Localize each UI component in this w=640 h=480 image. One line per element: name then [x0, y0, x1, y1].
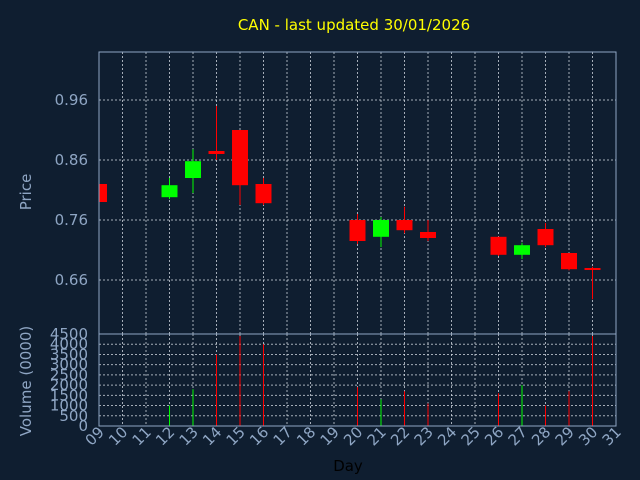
candle-body [396, 220, 413, 231]
price-axis-title: Price [17, 174, 35, 211]
volume-tick-label: 2500 [50, 366, 88, 384]
price-tick-label: 0.76 [55, 211, 88, 229]
x-tick-label: 23 [411, 423, 437, 449]
candle-body [537, 229, 554, 246]
volume-tick-label: 3000 [50, 356, 88, 374]
candle-body [514, 245, 530, 255]
x-tick-label: 17 [270, 423, 296, 449]
x-tick-label: 31 [599, 423, 625, 449]
volume-bars [169, 336, 593, 426]
x-tick-label: 20 [340, 423, 366, 449]
x-tick-label: 24 [434, 423, 460, 449]
x-tick-label: 25 [458, 423, 484, 449]
candle-body [232, 130, 248, 186]
x-tick-label: 27 [505, 423, 531, 449]
x-tick-label: 22 [387, 423, 413, 449]
candle-body [208, 151, 225, 154]
price-tick-label: 0.66 [55, 271, 88, 289]
price-tick-label: 0.96 [55, 91, 88, 109]
x-tick-label: 28 [528, 423, 554, 449]
price-tick-label: 0.86 [55, 151, 88, 169]
x-tick-label: 30 [575, 423, 601, 449]
x-tick-label: 13 [176, 423, 202, 449]
x-tick-label: 11 [129, 423, 155, 449]
x-tick-label: 26 [481, 423, 507, 449]
volume-tick-label: 0 [78, 417, 88, 435]
volume-frame [98, 333, 617, 427]
candle-body [561, 253, 577, 270]
volume-axis-title: Volume (0000) [17, 326, 35, 436]
volume-tick-label: 1500 [50, 386, 88, 404]
x-tick-label: 19 [317, 423, 343, 449]
volume-tick-label: 500 [59, 407, 88, 425]
candle-body [584, 268, 601, 270]
x-tick-label: 21 [364, 423, 390, 449]
candle-body [255, 184, 272, 204]
candle-body [349, 220, 366, 241]
x-tick-label: 18 [293, 423, 319, 449]
volume-tick-label: 1000 [50, 397, 88, 415]
candle-body [490, 236, 507, 255]
price-panel: 0.66 0.76 0.86 0.96 Price [17, 51, 617, 335]
candle-body [185, 161, 201, 178]
candle-body [161, 185, 178, 198]
x-tick-label: 12 [152, 423, 178, 449]
x-tick-label: 14 [199, 423, 225, 449]
candle-body [373, 220, 389, 237]
volume-tick-label: 2000 [50, 376, 88, 394]
price-y-ticks: 0.66 0.76 0.86 0.96 [55, 91, 88, 289]
x-tick-label: 10 [105, 423, 131, 449]
x-axis-title: Day [333, 457, 363, 475]
price-candles [98, 106, 601, 300]
candle-body [420, 232, 436, 238]
candle-body [99, 184, 107, 202]
chart-title: CAN - last updated 30/01/2026 [238, 16, 470, 34]
x-tick-label: 16 [246, 423, 272, 449]
x-tick-label: 15 [223, 423, 249, 449]
volume-tick-label: 4000 [50, 335, 88, 353]
x-ticks: 0910111213141516171819202122232425262728… [82, 423, 625, 449]
volume-tick-label: 4500 [50, 325, 88, 343]
x-tick-label: 29 [552, 423, 578, 449]
volume-tick-label: 3500 [50, 345, 88, 363]
